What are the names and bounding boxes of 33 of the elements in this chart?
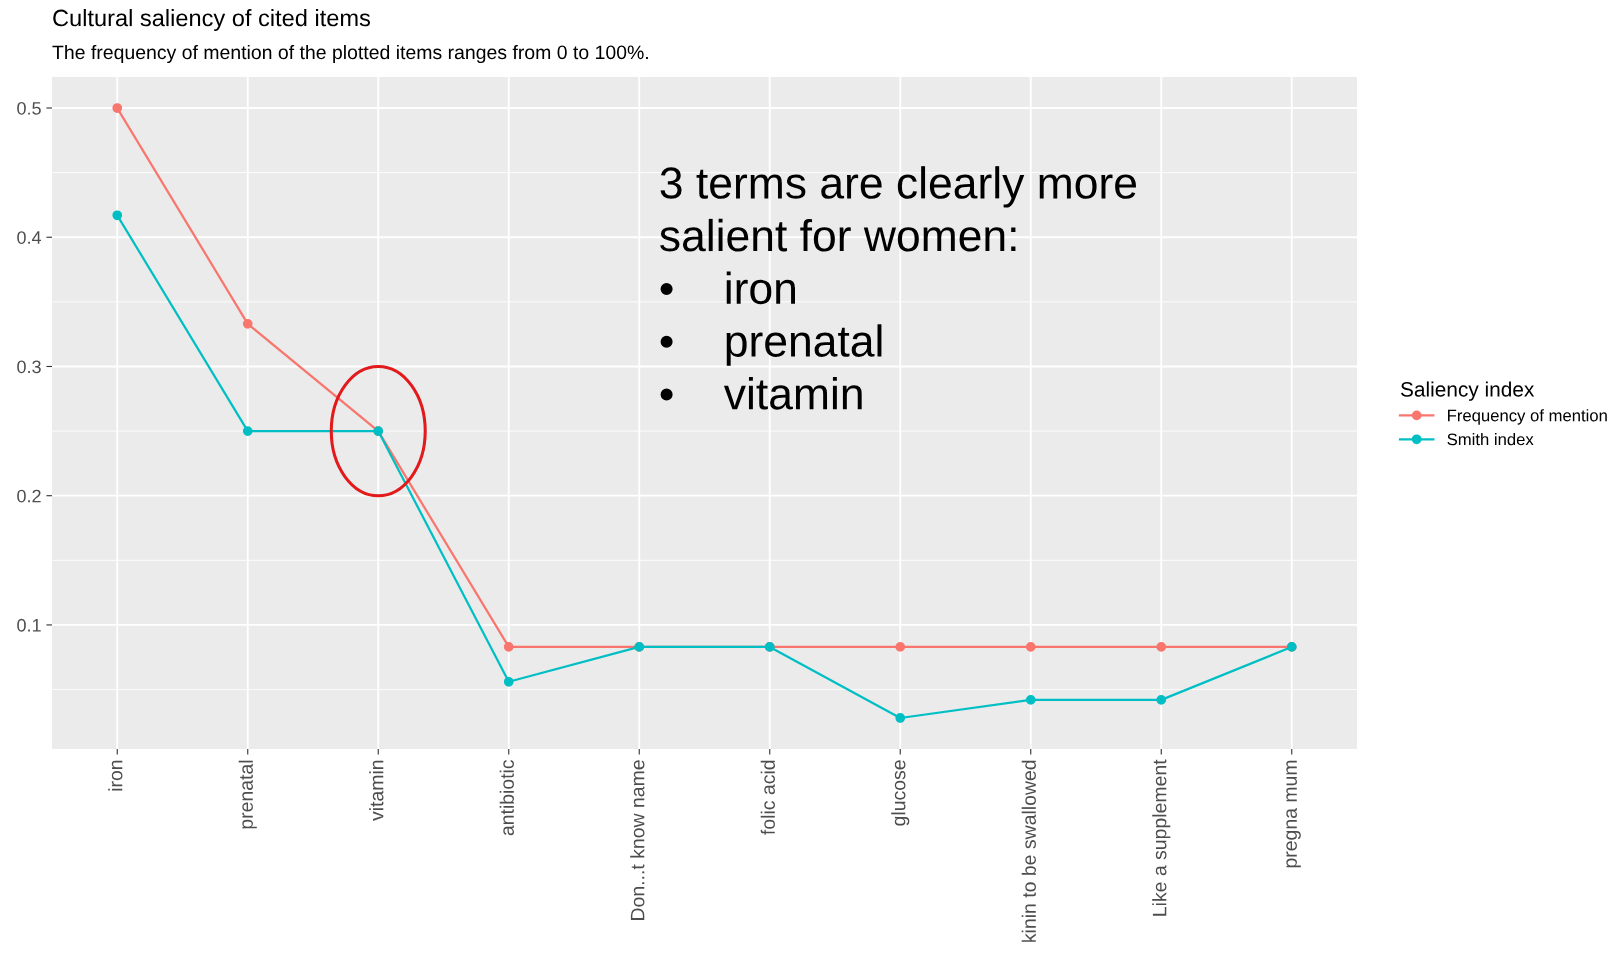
chart-subtitle: The frequency of mention of the plotted items ranges from 0 to 100%. [52, 44, 648, 64]
x-tick-label: kinin to be swallowed [1021, 760, 1036, 942]
point [503, 642, 514, 652]
y-tick-label: 0.1 [17, 618, 41, 632]
x-tick-label: vitamin [369, 760, 384, 821]
legend-title: Saliency index [1400, 381, 1535, 401]
point [895, 713, 906, 723]
point [242, 426, 253, 436]
legend-label: Frequency of mention [1448, 409, 1607, 425]
point [503, 676, 514, 687]
point [112, 210, 123, 221]
y-tick-label: 0.3 [17, 360, 41, 374]
x-tick-label: Like a supplement [1152, 759, 1171, 916]
x-tick-label: glucose [891, 760, 910, 826]
point [1156, 695, 1167, 705]
x-tick-label: prenatal [238, 760, 257, 829]
point [242, 318, 253, 329]
y-tick-label: 0.5 [17, 101, 41, 115]
annotation: 3 terms are clearly more salient for women: • iron • prenatal • vitamin [660, 166, 1136, 410]
x-tick-label: antibiotic [499, 759, 514, 836]
y-tick-label: 0.4 [17, 231, 42, 244]
x-tick-label: iron [108, 760, 123, 791]
chart-title: Cultural saliency of cited items [53, 9, 371, 31]
point [1156, 642, 1167, 652]
point [895, 642, 906, 652]
x-tick-label: Don...t know name [630, 760, 645, 920]
x-tick-label: folic acid [760, 760, 775, 835]
point [1025, 695, 1036, 705]
x-tick-label: pregna mum [1286, 760, 1301, 868]
point [1025, 642, 1036, 652]
y-tick-label: 0.2 [17, 489, 41, 503]
point [112, 103, 123, 113]
legend-label: Smith index [1447, 433, 1534, 446]
